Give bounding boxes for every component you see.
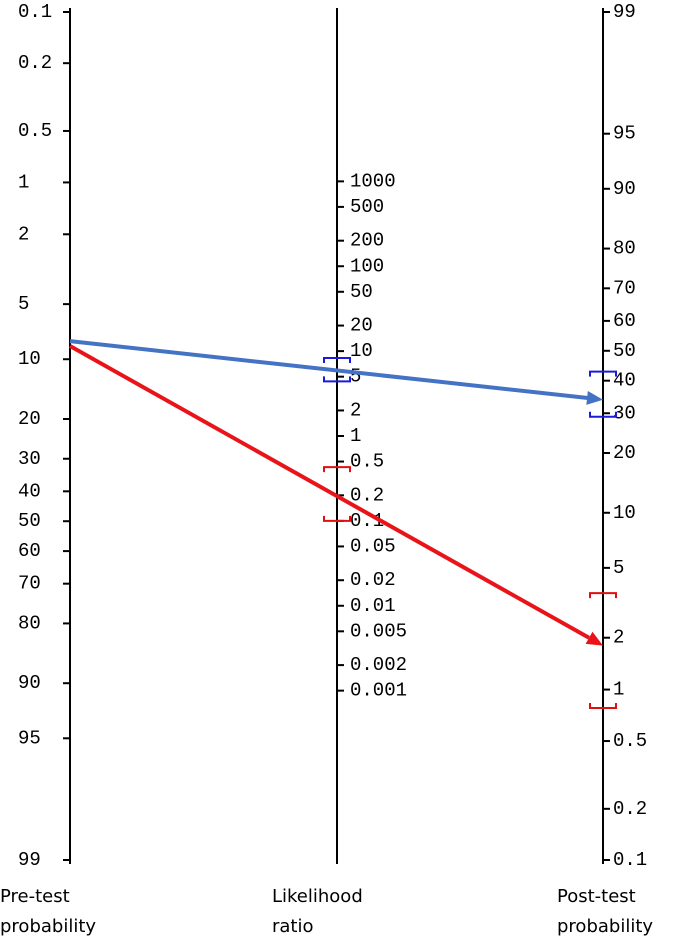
tick-label: 40 [613,370,636,392]
tick-label: 2 [613,627,624,649]
tick-label: 30 [613,402,636,424]
ci-cap [589,703,617,710]
tick-label: 0.1 [613,849,647,871]
tick-label: 70 [18,573,41,595]
tick-label: 50 [613,340,636,362]
tick-label: 5 [613,557,624,579]
tick-label: 0.1 [18,1,52,23]
tick-label: 100 [350,255,384,277]
tick-label: 0.002 [350,654,407,676]
tick-label: 60 [613,310,636,332]
axis-label: Post-test [557,886,636,907]
tick-label: 5 [18,293,29,315]
axis-label: Likelihood [272,886,363,907]
tick-label: 99 [18,849,41,871]
tick-label: 1000 [350,170,396,192]
tick-label: 1 [613,679,624,701]
tick-label: 0.2 [613,798,647,820]
tick-label: 10 [613,502,636,524]
tick-label: 90 [18,672,41,694]
axis-label: probability [557,916,653,937]
tick-label: 500 [350,196,384,218]
ci-cap [323,376,351,383]
tick-label: 1 [18,171,29,193]
tick-label: 0.1 [350,510,384,532]
tick-label: 0.05 [350,535,396,557]
tick-label: 0.2 [18,52,52,74]
tick-label: 80 [613,238,636,260]
tick-label: 50 [18,510,41,532]
axis-label: ratio [272,916,314,937]
tick-label: 0.5 [613,730,647,752]
ci-cap [589,592,617,599]
ci-cap [323,466,351,473]
arrow-head [585,631,603,646]
tick-label: 2 [18,223,29,245]
tick-label: 0.2 [350,484,384,506]
tick-label: 2 [350,399,361,421]
tick-label: 20 [18,408,41,430]
tick-label: 0.5 [350,451,384,473]
tick-label: 40 [18,480,41,502]
tick-label: 20 [350,315,373,337]
arrow-head [586,390,603,405]
tick-label: 80 [18,612,41,634]
tick-label: 30 [18,448,41,470]
ci-cap [323,515,351,522]
tick-label: 95 [18,727,41,749]
axis-label: Pre-test [0,886,70,907]
tick-label: 10 [350,340,373,362]
tick-label: 10 [18,348,41,370]
tick-label: 50 [350,281,373,303]
tick-label: 90 [613,178,636,200]
tick-label: 5 [350,366,361,388]
tick-label: 20 [613,442,636,464]
nomogram-line [69,344,590,640]
ci-cap [589,370,617,377]
tick-label: 60 [18,540,41,562]
tick-label: 0.001 [350,680,407,702]
tick-label: 200 [350,230,384,252]
tick-label: 99 [613,1,636,23]
tick-label: 70 [613,277,636,299]
nomogram-line [69,339,590,401]
axis-label: probability [0,916,96,937]
tick-label: 0.01 [350,595,396,617]
tick-label: 1 [350,425,361,447]
tick-label: 0.5 [18,120,52,142]
tick-label: 0.02 [350,569,396,591]
tick-label: 95 [613,123,636,145]
ci-cap [323,356,351,363]
tick-label: 0.005 [350,620,407,642]
ci-cap [589,411,617,418]
